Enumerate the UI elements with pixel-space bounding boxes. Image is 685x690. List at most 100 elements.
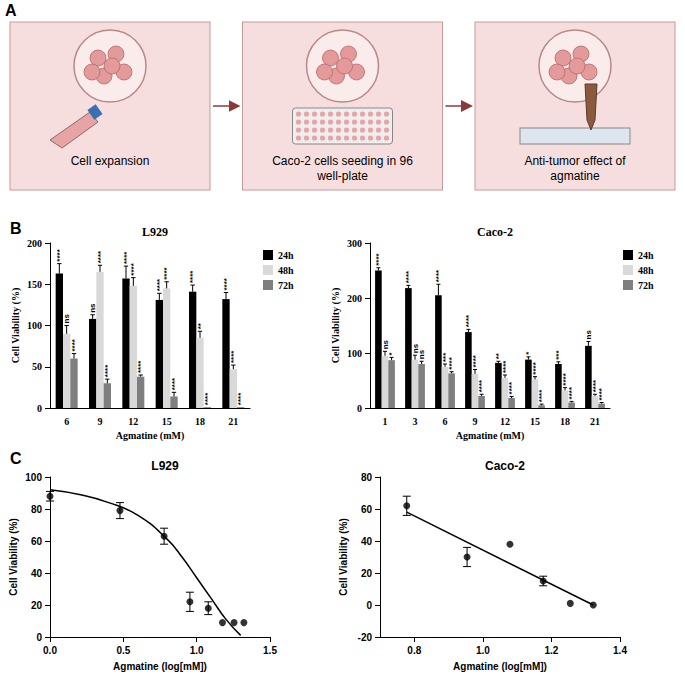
svg-text:A: A [5,2,17,19]
svg-text:6: 6 [443,416,448,427]
svg-text:0.0: 0.0 [43,645,57,656]
svg-text:****: **** [434,269,443,282]
svg-text:0.8: 0.8 [407,645,421,656]
svg-text:15: 15 [530,416,540,427]
svg-text:100: 100 [347,348,362,359]
svg-text:1.4: 1.4 [613,645,627,656]
svg-text:****: **** [507,381,516,394]
svg-text:B: B [10,220,22,237]
svg-text:1.0: 1.0 [190,645,204,656]
svg-text:***: *** [554,350,563,360]
svg-text:21: 21 [590,416,600,427]
svg-text:9: 9 [98,416,103,427]
svg-text:ns: ns [381,339,390,349]
svg-text:60: 60 [31,536,43,547]
svg-text:Cell Viability (%): Cell Viability (%) [330,288,342,364]
svg-text:****: **** [477,379,486,392]
svg-text:0: 0 [37,403,42,414]
svg-text:Agmatine (mM): Agmatine (mM) [456,430,525,442]
svg-text:****: **** [70,338,79,351]
svg-text:Anti-tumor effect of: Anti-tumor effect of [524,154,626,168]
svg-text:****: **** [447,356,456,369]
svg-text:****: **** [136,360,145,373]
svg-text:60: 60 [361,504,373,515]
svg-text:****: **** [55,248,64,261]
svg-text:Caco-2 cells seeding in 96: Caco-2 cells seeding in 96 [272,154,413,168]
svg-text:**: ** [494,352,503,359]
svg-text:0: 0 [36,632,42,643]
svg-text:****: **** [203,392,212,405]
svg-text:****: **** [122,251,131,264]
svg-text:Cell Viability (%): Cell Viability (%) [10,288,22,364]
svg-text:1.5: 1.5 [263,645,277,656]
svg-text:C: C [10,450,22,467]
svg-text:24h: 24h [278,250,294,261]
svg-text:72h: 72h [638,280,654,291]
svg-text:****: **** [170,377,179,390]
svg-text:40: 40 [361,536,373,547]
svg-text:200: 200 [347,293,362,304]
svg-text:L929: L929 [151,459,179,473]
svg-text:24h: 24h [638,250,654,261]
svg-text:****: **** [222,277,231,290]
svg-text:40: 40 [31,568,43,579]
svg-text:1.2: 1.2 [544,645,558,656]
svg-text:ns: ns [62,314,71,324]
svg-text:1.0: 1.0 [476,645,490,656]
svg-text:3: 3 [413,416,418,427]
svg-text:100: 100 [27,320,42,331]
svg-text:Agmatine (mM): Agmatine (mM) [116,430,185,442]
svg-text:18: 18 [195,416,205,427]
svg-text:Agmatine (log[mM]): Agmatine (log[mM]) [113,661,207,672]
svg-text:18: 18 [560,416,570,427]
svg-text:0: 0 [366,600,372,611]
svg-text:**: ** [196,322,205,329]
svg-text:0: 0 [357,403,362,414]
svg-text:Caco-2: Caco-2 [485,459,525,473]
svg-text:L929: L929 [142,225,168,239]
svg-text:-20: -20 [358,632,373,643]
svg-text:72h: 72h [278,280,294,291]
svg-text:****: **** [404,270,413,283]
svg-text:****: **** [531,361,540,374]
svg-text:well-plate: well-plate [316,169,368,183]
svg-text:****: **** [537,389,546,402]
svg-text:****: **** [501,360,510,373]
svg-text:****: **** [374,252,383,265]
svg-text:Caco-2: Caco-2 [477,225,513,239]
svg-text:12: 12 [500,416,510,427]
svg-text:100: 100 [25,472,42,483]
svg-text:ns: ns [417,349,426,359]
svg-text:****: **** [597,387,606,400]
svg-text:20: 20 [31,600,43,611]
svg-text:21: 21 [228,416,238,427]
svg-text:1: 1 [383,416,388,427]
svg-text:****: **** [464,314,473,327]
svg-text:300: 300 [347,238,362,249]
svg-text:****: **** [236,392,245,405]
svg-text:****: **** [162,266,171,279]
svg-text:****: **** [561,372,570,385]
svg-text:ns: ns [88,303,97,313]
svg-text:50: 50 [32,361,42,372]
svg-text:*: * [387,351,396,355]
svg-text:****: **** [567,386,576,399]
svg-text:Agmatine (log[mM]): Agmatine (log[mM]) [453,661,547,672]
svg-text:ns: ns [584,330,593,340]
svg-text:12: 12 [128,416,138,427]
svg-text:****: **** [471,354,480,367]
svg-text:48h: 48h [638,265,654,276]
svg-text:Cell Viability (%): Cell Viability (%) [338,518,349,596]
svg-text:****: **** [188,270,197,283]
svg-text:48h: 48h [278,265,294,276]
svg-text:*: * [524,351,533,355]
svg-text:80: 80 [361,472,373,483]
svg-text:80: 80 [31,504,43,515]
svg-text:Cell Viability (%): Cell Viability (%) [8,518,19,596]
svg-text:****: **** [229,350,238,363]
svg-text:Cell expansion: Cell expansion [71,154,150,168]
svg-text:****: **** [96,250,105,263]
svg-text:****: **** [103,364,112,377]
svg-text:0.5: 0.5 [116,645,130,656]
svg-text:15: 15 [162,416,172,427]
